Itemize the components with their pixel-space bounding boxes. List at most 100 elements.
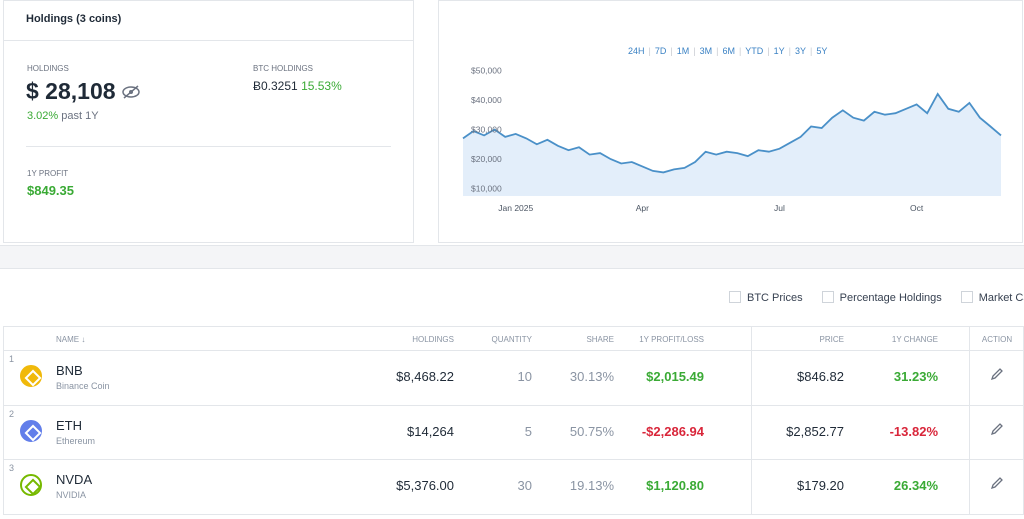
range-button[interactable]: 1M — [676, 46, 690, 56]
edit-icon[interactable] — [989, 366, 1005, 382]
icon-glyph — [24, 424, 42, 441]
column-divider — [751, 327, 752, 514]
range-button[interactable]: 5Y — [816, 46, 828, 56]
line — [462, 92, 1002, 174]
column-header: HOLDINGS — [412, 335, 454, 344]
checkbox[interactable] — [960, 291, 973, 303]
hide-icon[interactable] — [121, 85, 141, 99]
y-tick-label: $20,000 — [471, 154, 502, 164]
price: $846.82 — [797, 369, 844, 384]
filters: BTC Prices Percentage Holdings Market Cap — [729, 291, 1024, 304]
chart: $10,000 $20,000 $30,000 $40,000 $50,000 Jan 2… — [462, 65, 1002, 213]
holdings: $8,468.22 — [396, 369, 454, 384]
profit-loss: $2,015.49 — [646, 369, 704, 384]
range-button[interactable]: 3M — [699, 46, 713, 56]
edit-icon[interactable] — [989, 421, 1005, 437]
row-divider — [4, 459, 1023, 460]
column-header: QUANTITY — [491, 335, 532, 344]
divider — [4, 40, 413, 41]
icon-glyph — [24, 369, 42, 387]
share: 50.75% — [569, 423, 614, 439]
filter-label: BTC Prices — [747, 292, 803, 304]
area — [463, 94, 1001, 196]
x-tick-label: Jan 2025 — [498, 203, 533, 213]
sep: | — [670, 46, 673, 56]
divider — [26, 146, 391, 147]
column-divider — [969, 327, 970, 514]
change: 3.02% — [27, 110, 59, 122]
filter-option[interactable]: BTC Prices — [729, 291, 803, 304]
rank: 3 — [9, 463, 15, 473]
profit-value: $849.35 — [27, 183, 74, 198]
holdings-table: NAME ↓ HOLDINGS QUANTITY SHARE 1Y PROFIT/LOS… — [3, 326, 1024, 515]
profit-loss: -$2,286.94 — [641, 423, 704, 439]
holdings-card: Holdings (3 coins) HOLDINGS $ 28,108 3.0… — [3, 0, 414, 243]
card-title: Holdings (3 coins) — [26, 13, 122, 25]
price: $2,852.77 — [786, 423, 844, 439]
coin-icon — [20, 419, 42, 442]
rank: 2 — [9, 408, 15, 419]
change: 26.34% — [893, 478, 938, 493]
range-button[interactable]: 3Y — [795, 46, 807, 56]
edit-button[interactable] — [977, 366, 1017, 387]
filter-option[interactable]: Market Cap — [960, 291, 1024, 304]
edit-button[interactable] — [977, 475, 1017, 496]
column-header: SHARE — [586, 335, 614, 344]
row-divider — [4, 350, 1023, 351]
column-header: 1Y CHANGE — [891, 335, 938, 344]
symbol[interactable]: ETH — [56, 417, 82, 433]
y-tick-label: $30,000 — [471, 125, 502, 135]
range-button[interactable]: YTD — [745, 46, 764, 56]
sep: | — [716, 46, 719, 56]
range-button[interactable]: 7D — [654, 46, 667, 56]
label: BTC HOLDINGS — [253, 64, 314, 73]
checkbox[interactable] — [821, 291, 834, 303]
rank: 1 — [9, 354, 15, 364]
x-tick-label: Jul — [774, 203, 785, 213]
range-button[interactable]: 1Y — [773, 46, 785, 56]
checkbox[interactable] — [729, 291, 741, 303]
sep: | — [738, 46, 742, 56]
filter-label: Percentage Holdings — [839, 292, 942, 304]
holdings: $14,264 — [407, 423, 454, 439]
range-button[interactable]: 24H — [628, 46, 645, 56]
coin-icon — [20, 474, 42, 496]
label: HOLDINGS — [27, 64, 69, 73]
icon-glyph — [24, 478, 42, 496]
change: 31.23% — [893, 369, 938, 384]
symbol[interactable]: BNB — [56, 363, 83, 378]
x-tick-label: Oct — [910, 203, 924, 213]
symbol[interactable]: NVDA — [56, 472, 93, 487]
share: 30.13% — [569, 369, 614, 384]
coin-icon — [20, 365, 42, 387]
column-header: 1Y PROFIT/LOSS — [639, 335, 704, 344]
sep: | — [767, 46, 770, 56]
share: 19.13% — [569, 478, 614, 493]
edit-icon[interactable] — [989, 475, 1005, 491]
change-period: past 1Y — [61, 110, 99, 122]
column-header[interactable]: NAME ↓ — [56, 335, 86, 344]
sep: | — [788, 46, 791, 56]
holdings: $5,376.00 — [396, 478, 454, 493]
y-tick-label: $40,000 — [471, 95, 502, 105]
column-header: PRICE — [819, 335, 844, 344]
sep: | — [648, 46, 651, 56]
quantity: 10 — [517, 369, 532, 384]
btc-value: Ƀ0.3251 — [253, 79, 298, 93]
label: 1Y PROFIT — [27, 169, 69, 178]
edit-button[interactable] — [977, 421, 1017, 442]
filter-label: Market Cap — [978, 292, 1024, 304]
coin-name: NVIDIA — [56, 490, 87, 500]
column-header: ACTION — [981, 335, 1013, 344]
change: -13.82% — [889, 423, 938, 439]
holdings-value: $ 28,108 — [26, 78, 116, 104]
filter-option[interactable]: Percentage Holdings — [821, 291, 942, 304]
sep: | — [693, 46, 696, 56]
y-tick-label: $50,000 — [471, 65, 502, 75]
row-divider — [4, 404, 1023, 406]
range-button[interactable]: 6M — [722, 46, 735, 56]
btc-change: 15.53% — [301, 79, 342, 93]
coin-name: Ethereum — [56, 435, 96, 446]
y-tick-label: $10,000 — [471, 184, 502, 194]
